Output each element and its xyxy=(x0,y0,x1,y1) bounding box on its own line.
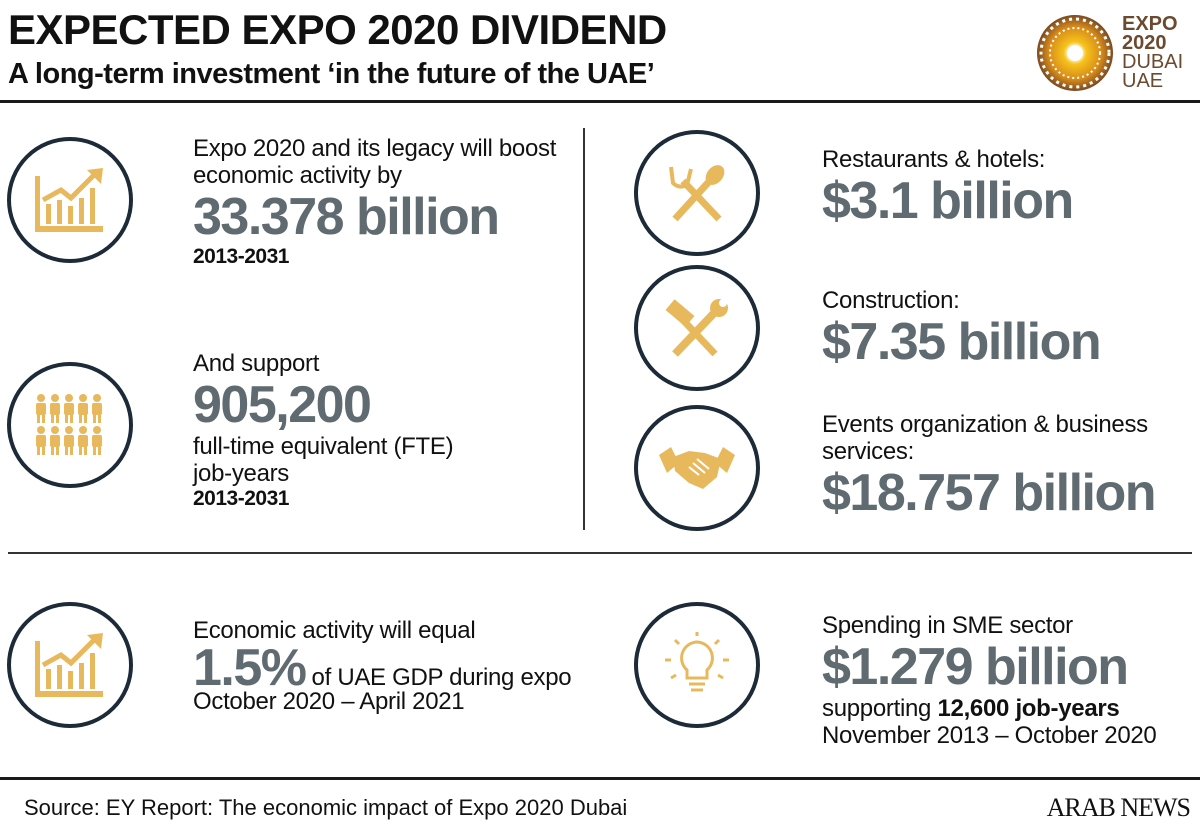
logo-text-expo: EXPO xyxy=(1122,13,1178,35)
construction-value: $7.35 billion xyxy=(822,313,1102,371)
events-value: $18.757 billion xyxy=(822,464,1157,522)
person-figure xyxy=(78,394,88,423)
tools-icon xyxy=(665,299,728,357)
header-divider xyxy=(0,100,1200,103)
expo-logo: EXPO 2020 DUBAI UAE xyxy=(1036,10,1196,96)
growth-icon-circle xyxy=(7,137,133,263)
section-divider xyxy=(8,552,1192,554)
sme-support-value: 12,600 job-years xyxy=(937,695,1120,722)
footer-divider xyxy=(0,777,1200,780)
logo-text-year: 2020 xyxy=(1122,32,1167,54)
arab-news-logo: ARAB NEWS xyxy=(1046,793,1191,822)
economic-activity-value: 33.378 billion xyxy=(193,188,500,246)
sme-value: $1.279 billion xyxy=(822,638,1129,696)
logo-text-uae: UAE xyxy=(1122,70,1164,92)
jobs-intro-text: And support xyxy=(193,350,320,377)
people-icon xyxy=(36,394,102,455)
construction-label: Construction: xyxy=(822,287,960,314)
growth-chart-icon xyxy=(35,633,103,697)
economic-activity-text: Expo 2020 and its legacy will boost econ… xyxy=(193,135,557,189)
restaurants-icon-circle xyxy=(634,130,760,256)
person-figure xyxy=(64,394,74,423)
person-figure xyxy=(78,426,88,455)
gdp-period: October 2020 – April 2021 xyxy=(193,688,465,715)
person-figure xyxy=(64,426,74,455)
gdp-suffix: of UAE GDP during expo xyxy=(311,664,572,691)
growth-chart-icon xyxy=(35,168,103,232)
handshake-icon xyxy=(659,447,735,489)
construction-icon-circle xyxy=(634,265,760,391)
page-subtitle: A long-term investment ‘in the future of… xyxy=(8,58,655,90)
jobs-period: 2013-2031 xyxy=(193,487,289,510)
source-text: Source: EY Report: The economic impact o… xyxy=(24,795,628,820)
vertical-divider xyxy=(583,128,585,530)
restaurants-label: Restaurants & hotels: xyxy=(822,146,1046,173)
events-label: Events organization & business services: xyxy=(822,411,1148,465)
restaurants-value: $3.1 billion xyxy=(822,172,1074,230)
sme-period: November 2013 – October 2020 xyxy=(822,722,1157,749)
person-figure xyxy=(36,394,46,423)
sme-icon-circle xyxy=(634,602,760,728)
lightbulb-icon xyxy=(665,632,729,692)
person-figure xyxy=(36,426,46,455)
expo-logo-emblem-icon xyxy=(1037,15,1113,91)
gdp-value: 1.5% xyxy=(193,639,307,697)
people-icon-circle xyxy=(7,362,133,488)
economic-activity-period: 2013-2031 xyxy=(193,245,289,268)
person-figure xyxy=(92,426,102,455)
sme-text: Spending in SME sector xyxy=(822,612,1073,639)
fork-spoon-icon xyxy=(669,165,725,222)
jobs-description: full-time equivalent (FTE) job-years xyxy=(193,433,454,487)
person-figure xyxy=(50,426,60,455)
person-figure xyxy=(92,394,102,423)
logo-text-dubai: DUBAI xyxy=(1122,51,1184,73)
gdp-icon-circle xyxy=(7,602,133,728)
person-figure xyxy=(50,394,60,423)
sme-support-prefix: supporting xyxy=(822,695,932,722)
gdp-text: Economic activity will equal xyxy=(193,617,476,644)
page-title: EXPECTED EXPO 2020 DIVIDEND xyxy=(8,6,667,53)
jobs-value: 905,200 xyxy=(193,376,372,434)
events-icon-circle xyxy=(634,405,760,531)
